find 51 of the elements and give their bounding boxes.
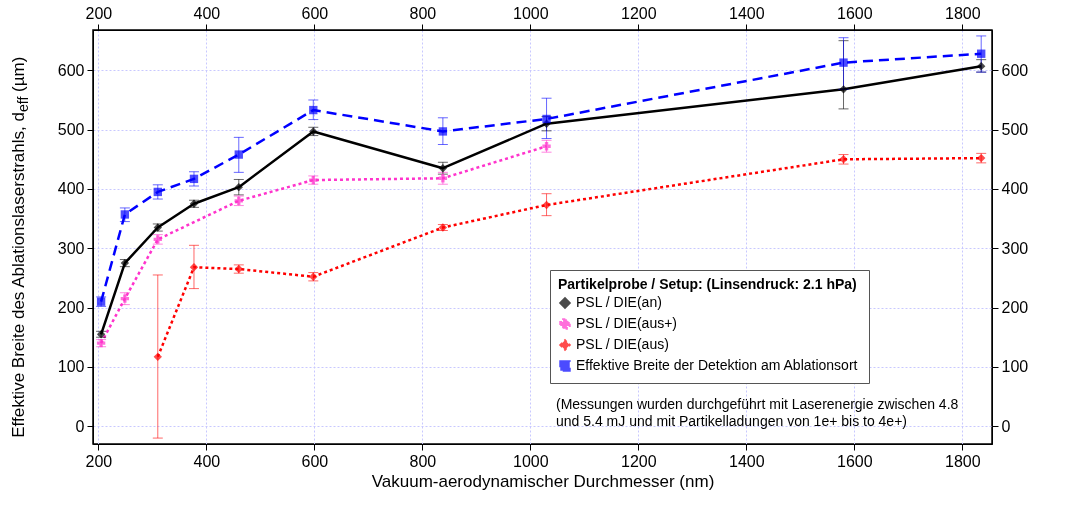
point <box>234 150 243 159</box>
y-tick-label: 600 <box>57 61 85 79</box>
x-tick-label: 800 <box>409 452 437 470</box>
y-tick-label: 400 <box>57 180 85 198</box>
x-tick-label: 1400 <box>729 452 765 470</box>
x-tick-label: 600 <box>301 452 329 470</box>
x-tick-label: 1200 <box>621 452 657 470</box>
y2-tick-label: 500 <box>1001 121 1029 139</box>
point <box>438 127 448 136</box>
legend-title: Partikelprobe / Setup: (Linsendruck: 2.1 hPa) <box>558 276 857 292</box>
point <box>189 263 199 272</box>
y-tick-label: 500 <box>57 121 85 139</box>
x-tick-label: 400 <box>193 452 221 470</box>
x2-tick-label: 1600 <box>837 4 873 22</box>
point <box>839 58 848 67</box>
x-axis-title: Vakuum-aerodynamischer Durchmesser (nm) <box>371 471 715 491</box>
legend-label: Effektive Breite der Detektion am Ablationsort <box>576 357 858 373</box>
x2-tick-label: 200 <box>85 4 113 22</box>
x2-tick-label: 1400 <box>729 4 765 22</box>
y-tick-label: 100 <box>57 358 85 376</box>
y2-tick-label: 300 <box>1001 239 1029 257</box>
point <box>977 49 986 58</box>
y2-tick-label: 100 <box>1001 358 1029 376</box>
y-tick-label: 0 <box>75 417 85 435</box>
y-tick-label: 200 <box>57 299 85 317</box>
legend-label: PSL / DIE(an) <box>576 294 662 310</box>
y2-tick-label: 600 <box>1001 61 1029 79</box>
point <box>309 105 318 115</box>
legend-label: PSL / DIE(aus) <box>576 336 669 352</box>
x2-tick-label: 1200 <box>621 4 657 22</box>
y2-tick-label: 400 <box>1001 180 1029 198</box>
x2-tick-label: 600 <box>301 4 329 22</box>
x-tick-label: 1800 <box>945 452 981 470</box>
x2-tick-label: 1800 <box>945 4 981 22</box>
x-tick-label: 200 <box>85 452 113 470</box>
y2-tick-label: 0 <box>1001 417 1011 435</box>
x-tick-label: 1000 <box>513 452 549 470</box>
point <box>120 210 130 219</box>
y2-tick-label: 200 <box>1001 299 1029 317</box>
point <box>839 85 848 94</box>
x-tick-label: 1600 <box>837 452 873 470</box>
point <box>234 182 243 192</box>
x2-tick-label: 1000 <box>513 4 549 22</box>
x2-tick-label: 400 <box>193 4 221 22</box>
y-tick-label: 300 <box>57 239 85 257</box>
annotation: (Messungen wurden durchgeführt mit Laserenergie zwischen 4.8 und 5.4 mJ und mit Partikelladungen von 1e+ bis to 4e+) <box>556 396 959 429</box>
point <box>542 200 551 210</box>
x2-tick-label: 800 <box>409 4 437 22</box>
point <box>542 114 551 124</box>
legend-label: PSL / DIE(aus+) <box>576 315 678 331</box>
point <box>153 352 162 361</box>
